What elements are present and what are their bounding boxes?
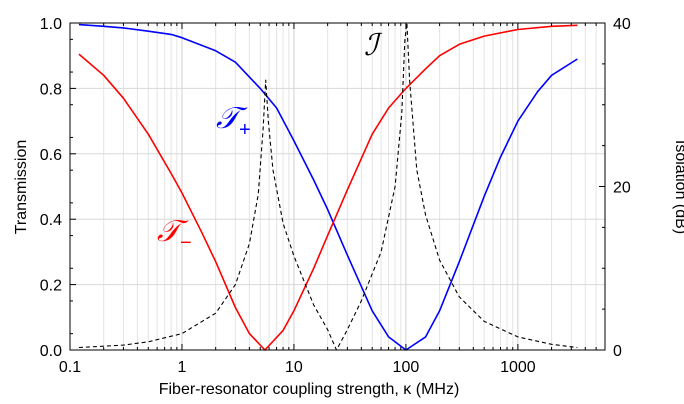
y2-tick-label: 0 xyxy=(613,343,622,360)
y-tick-label: 0.8 xyxy=(40,81,62,98)
series-label-0: 𝒯+ xyxy=(216,102,251,141)
labels-layer: 0.1 1 10 100 1000 0.0 0.2 0.4 0.6 0.8 1.0 0 20 40 𝒯+ 𝒯−… xyxy=(40,16,631,376)
y-tick-label: 0.4 xyxy=(40,212,62,229)
x-tick-label: 0.1 xyxy=(59,359,81,376)
series-line-0 xyxy=(78,23,578,351)
series-label-1: 𝒯− xyxy=(157,215,192,254)
y-tick-label: 0.0 xyxy=(40,343,62,360)
series-label-subscript-0: + xyxy=(239,119,251,141)
plot-frame xyxy=(69,22,606,351)
x-axis-title: Fiber-resonator coupling strength, κ (MH… xyxy=(159,381,460,398)
ticks-layer xyxy=(69,22,606,351)
series-line-1 xyxy=(78,24,578,351)
series-line-2 xyxy=(78,22,578,351)
y2-tick-label: 40 xyxy=(613,16,631,33)
series-label-2: ℐ xyxy=(364,29,383,62)
y2-tick-label: 20 xyxy=(613,180,631,197)
series-layer xyxy=(78,22,578,351)
x-tick-label: 100 xyxy=(393,359,420,376)
y-tick-label: 0.2 xyxy=(40,278,62,295)
x-tick-label: 1 xyxy=(178,359,187,376)
y-tick-label: 0.6 xyxy=(40,147,62,164)
series-label-subscript-1: − xyxy=(180,232,192,254)
x-tick-label: 10 xyxy=(285,359,303,376)
grid xyxy=(69,22,606,351)
x-tick-label: 1000 xyxy=(500,359,536,376)
y2-axis-title: Isolation (dB) xyxy=(672,140,684,234)
y-tick-label: 1.0 xyxy=(40,16,62,33)
y-axis-title: Transmission xyxy=(13,140,30,235)
